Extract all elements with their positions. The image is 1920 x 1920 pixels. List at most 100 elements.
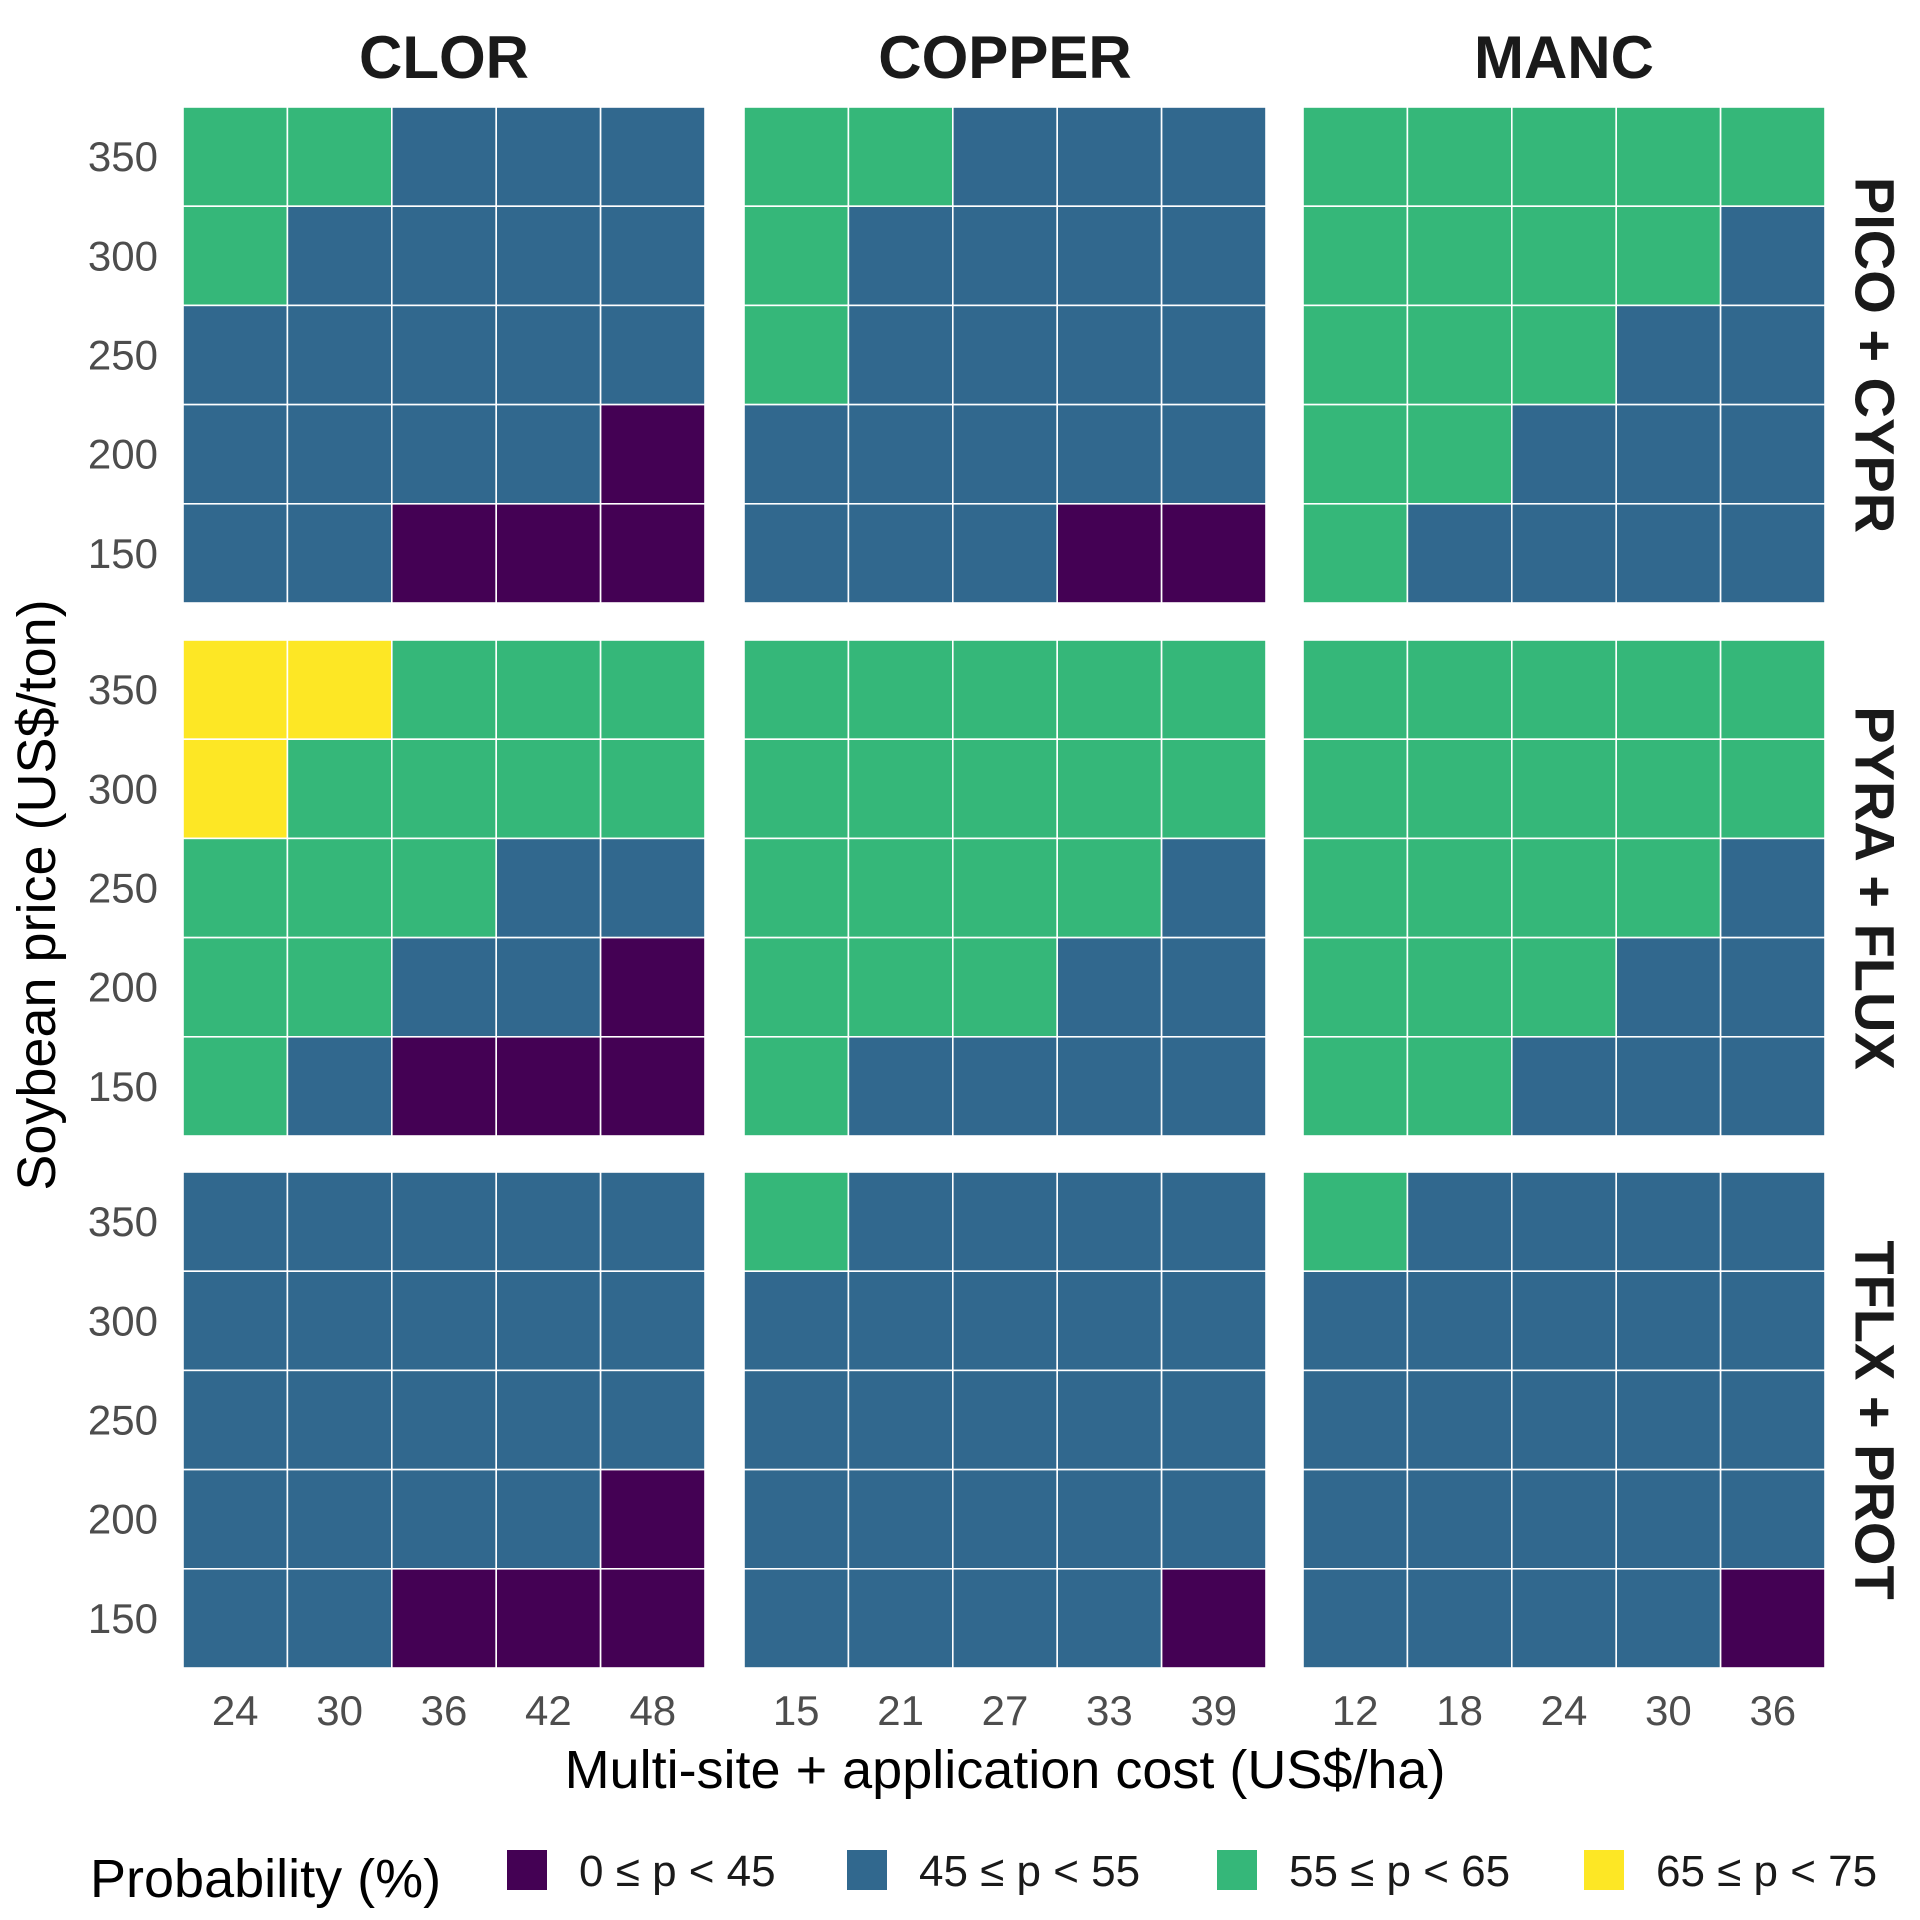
x-tick-label: 12 <box>1332 1687 1379 1734</box>
heatmap-cell <box>495 304 602 406</box>
heatmap-cell <box>1056 738 1163 840</box>
heatmap-cell <box>1511 738 1618 840</box>
heatmap-cell <box>1406 403 1513 505</box>
heatmap-cell <box>847 205 954 307</box>
heatmap-cell <box>1511 837 1618 939</box>
heatmap-cell <box>1406 936 1513 1038</box>
heatmap-cell <box>286 502 393 604</box>
heatmap-cell <box>951 1568 1058 1669</box>
heatmap-cell <box>1302 304 1409 406</box>
heatmap-cell <box>1511 1036 1618 1137</box>
panel-pyra-flux-copper <box>743 639 1267 1137</box>
heatmap-cell <box>847 502 954 604</box>
heatmap-cell <box>599 403 706 505</box>
heatmap-cell <box>743 936 850 1038</box>
heatmap-cell <box>286 1270 393 1372</box>
legend-swatch-1 <box>507 1850 547 1890</box>
heatmap-cell <box>951 205 1058 307</box>
x-tick-label: 36 <box>421 1687 468 1734</box>
y-tick-label: 150 <box>88 530 158 577</box>
heatmap-cell <box>599 502 706 604</box>
heatmap-cell <box>1719 106 1826 207</box>
heatmap-cell <box>182 1369 289 1471</box>
heatmap-cell <box>286 403 393 505</box>
y-tick-label: 350 <box>88 666 158 713</box>
heatmap-cell <box>1160 304 1267 406</box>
heatmap-cell <box>1160 205 1267 307</box>
heatmap-cell <box>1302 639 1409 740</box>
x-tick-label: 27 <box>982 1687 1029 1734</box>
heatmap-cell <box>182 738 289 840</box>
heatmap-cell <box>1160 837 1267 939</box>
heatmap-cell <box>743 1568 850 1669</box>
heatmap-cell <box>182 1270 289 1372</box>
heatmap-cell <box>182 205 289 307</box>
heatmap-cell <box>1615 1468 1722 1570</box>
y-tick-label: 300 <box>88 232 158 279</box>
heatmap-cell <box>1719 738 1826 840</box>
legend-items: 0 ≤ p < 45 45 ≤ p < 55 55 ≤ p < 65 65 ≤ p <… <box>507 1847 1877 1896</box>
heatmap-cell <box>1056 502 1163 604</box>
heatmap-cell <box>286 1369 393 1471</box>
y-tick-label: 300 <box>88 765 158 812</box>
heatmap-cell <box>1302 502 1409 604</box>
heatmap-cell <box>1615 1036 1722 1137</box>
heatmap-cell <box>1615 639 1722 740</box>
heatmap-cell <box>1160 639 1267 740</box>
x-tick-label: 24 <box>212 1687 259 1734</box>
row-facet-titles: PICO + CYPR PYRA + FLUX TFLX + PROT <box>1844 177 1907 1600</box>
heatmap-cell <box>599 1270 706 1372</box>
y-tick-label: 150 <box>88 1595 158 1642</box>
heatmap-cell <box>1160 106 1267 207</box>
heatmap-cell <box>599 1568 706 1669</box>
x-axis-tick-labels: 24 30 36 42 48 15 21 27 33 39 12 18 24 30 36 <box>212 1687 1796 1734</box>
row-title-pico-cypr: PICO + CYPR <box>1844 177 1907 533</box>
panel-tflx-prot-copper <box>743 1171 1267 1669</box>
heatmap-cell <box>390 205 497 307</box>
heatmap-cell <box>847 738 954 840</box>
heatmap-cell <box>286 837 393 939</box>
heatmap-cell <box>390 738 497 840</box>
heatmap-cell <box>1615 1270 1722 1372</box>
heatmap-cell <box>1056 304 1163 406</box>
heatmap-cell <box>1406 1468 1513 1570</box>
heatmap-cell <box>495 1270 602 1372</box>
legend-label-1: 0 ≤ p < 45 <box>579 1847 776 1896</box>
heatmap-cell <box>847 106 954 207</box>
heatmap-cell <box>743 304 850 406</box>
heatmap-cell <box>743 738 850 840</box>
heatmap-cell <box>1406 304 1513 406</box>
heatmap-cell <box>182 1568 289 1669</box>
legend-label-4: 65 ≤ p < 75 <box>1656 1847 1877 1896</box>
heatmap-cell <box>847 936 954 1038</box>
heatmap-cell <box>495 837 602 939</box>
heatmap-cell <box>1056 1468 1163 1570</box>
heatmap-cell <box>1615 106 1722 207</box>
heatmap-cell <box>1302 403 1409 505</box>
heatmap-cell <box>1615 403 1722 505</box>
heatmap-cell <box>1511 106 1618 207</box>
column-title-manc: MANC <box>1474 24 1654 91</box>
heatmap-cell <box>495 1369 602 1471</box>
heatmap-cell <box>390 837 497 939</box>
heatmap-cell <box>495 403 602 505</box>
heatmap-cell <box>1615 304 1722 406</box>
heatmap-cell <box>495 639 602 740</box>
heatmap-cell <box>495 205 602 307</box>
heatmap-cell <box>1719 1568 1826 1669</box>
heatmap-cell <box>495 1036 602 1137</box>
heatmap-cell <box>743 1468 850 1570</box>
heatmap-cell <box>599 837 706 939</box>
heatmap-cell <box>599 1468 706 1570</box>
heatmap-cell <box>1719 502 1826 604</box>
y-tick-label: 150 <box>88 1063 158 1110</box>
heatmap-cell <box>1056 639 1163 740</box>
heatmap-cell <box>743 403 850 505</box>
legend-swatch-3 <box>1217 1850 1257 1890</box>
y-tick-label: 350 <box>88 133 158 180</box>
y-tick-label: 300 <box>88 1297 158 1344</box>
heatmap-cell <box>1719 1369 1826 1471</box>
heatmap-cell <box>1511 1270 1618 1372</box>
heatmap-cell <box>390 1171 497 1272</box>
heatmap-cell <box>743 639 850 740</box>
